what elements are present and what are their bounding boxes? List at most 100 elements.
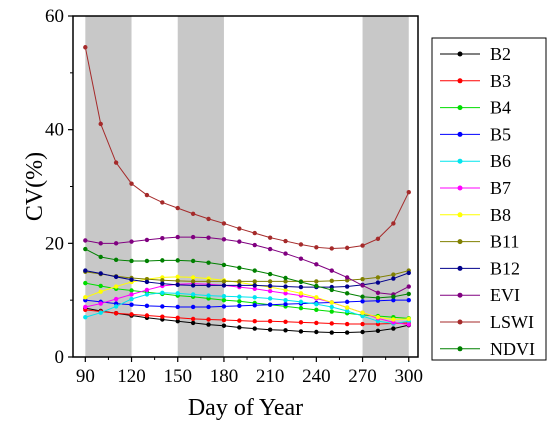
point-ndvi-110 [113, 257, 119, 263]
legend-label-b11: B11 [490, 232, 519, 252]
point-ndvi-240 [314, 283, 319, 289]
point-b6-170 [206, 293, 211, 298]
point-b7-200 [252, 286, 257, 291]
point-b6-100 [98, 310, 103, 315]
point-b6-200 [252, 295, 257, 300]
y-tick-label-20: 20 [45, 233, 64, 254]
point-b12-120 [129, 277, 134, 282]
point-b12-170 [206, 283, 211, 288]
point-b12-200 [252, 283, 257, 288]
point-b5-210 [267, 302, 273, 307]
point-ndvi-280 [375, 295, 381, 301]
point-ndvi-230 [298, 279, 304, 285]
point-b3-130 [144, 313, 150, 318]
legend-swatch-marker-b12 [457, 265, 463, 271]
legend-frame [431, 37, 547, 361]
y-tick-label-40: 40 [45, 120, 64, 141]
legend-swatch-marker-b3 [457, 78, 463, 84]
point-evi-300 [406, 284, 411, 289]
point-b11-180 [221, 279, 227, 284]
point-b5-270 [360, 299, 365, 304]
legend-swatch-marker-ndvi [457, 346, 463, 352]
point-b5-260 [344, 299, 350, 305]
point-b8-220 [283, 287, 288, 293]
x-tick-label-90: 90 [76, 366, 95, 387]
point-b3-160 [190, 316, 196, 322]
point-b3-180 [221, 317, 227, 323]
point-b6-160 [190, 292, 196, 297]
point-b5-120 [129, 302, 134, 307]
point-b12-140 [160, 281, 165, 286]
point-ndvi-180 [221, 262, 227, 268]
point-evi-170 [206, 235, 211, 240]
legend-label-b7: B7 [490, 178, 511, 198]
point-b4-180 [221, 297, 227, 303]
x-tick-label-300: 300 [395, 366, 424, 387]
point-b5-290 [391, 297, 396, 303]
point-evi-180 [221, 237, 227, 242]
point-b5-220 [283, 301, 288, 307]
point-b12-180 [221, 283, 227, 288]
point-ndvi-150 [175, 258, 180, 263]
point-b3-210 [267, 318, 273, 324]
x-tick-label-120: 120 [117, 366, 146, 387]
point-ndvi-130 [144, 258, 150, 264]
point-b7-210 [267, 288, 273, 294]
point-b4-250 [329, 309, 334, 314]
point-b11-220 [283, 279, 288, 284]
point-b12-160 [190, 283, 196, 288]
series-evi [83, 234, 411, 297]
point-ndvi-160 [190, 258, 196, 264]
point-b3-220 [283, 319, 288, 324]
series-line-b11 [85, 270, 409, 282]
point-b8-240 [314, 295, 319, 300]
point-b6-220 [283, 297, 288, 303]
point-b3-230 [298, 320, 304, 325]
point-b5-150 [175, 304, 180, 310]
point-b5-190 [237, 303, 242, 309]
point-b5-180 [221, 304, 227, 309]
point-ndvi-300 [406, 291, 411, 297]
point-b8-270 [360, 310, 365, 315]
point-evi-160 [190, 234, 196, 240]
point-b5-160 [190, 304, 196, 310]
x-axis-title: Day of Year [188, 395, 303, 421]
point-ndvi-120 [129, 258, 134, 264]
point-b3-270 [360, 321, 365, 327]
point-b12-260 [344, 284, 350, 289]
point-evi-230 [298, 256, 304, 261]
legend-label-evi: EVI [490, 285, 520, 305]
y-tick-label-60: 60 [45, 6, 64, 27]
point-b3-250 [329, 321, 334, 326]
point-evi-150 [175, 234, 180, 240]
point-b12-130 [144, 279, 150, 285]
y-axis: 0 20 40 60 [45, 6, 73, 368]
point-lswi-130 [144, 192, 150, 198]
legend-item-b8: B8 [440, 205, 511, 225]
point-b2-260 [344, 330, 350, 335]
point-evi-130 [144, 237, 150, 243]
point-b8-90 [83, 295, 88, 300]
legend-swatch-marker-lswi [457, 319, 463, 325]
legend-item-b6: B6 [440, 151, 511, 171]
point-b2-270 [360, 329, 365, 335]
point-ndvi-260 [344, 291, 350, 296]
point-b7-110 [113, 296, 119, 302]
legend-swatch-marker-b5 [457, 131, 463, 137]
point-b4-90 [83, 280, 88, 286]
point-b11-150 [175, 278, 180, 284]
shaded-period-3 [362, 16, 409, 357]
point-b8-230 [298, 291, 304, 296]
legend-item-b7: B7 [440, 178, 511, 198]
y-tick-label-0: 0 [55, 347, 65, 368]
point-lswi-240 [314, 245, 319, 250]
point-ndvi-270 [360, 294, 365, 299]
point-b8-250 [329, 300, 334, 305]
point-ndvi-190 [237, 265, 242, 270]
point-evi-270 [360, 283, 365, 288]
point-b4-100 [98, 283, 103, 289]
point-lswi-220 [283, 238, 288, 244]
point-b11-250 [329, 278, 334, 284]
point-lswi-110 [113, 160, 119, 165]
point-lswi-100 [98, 121, 103, 127]
